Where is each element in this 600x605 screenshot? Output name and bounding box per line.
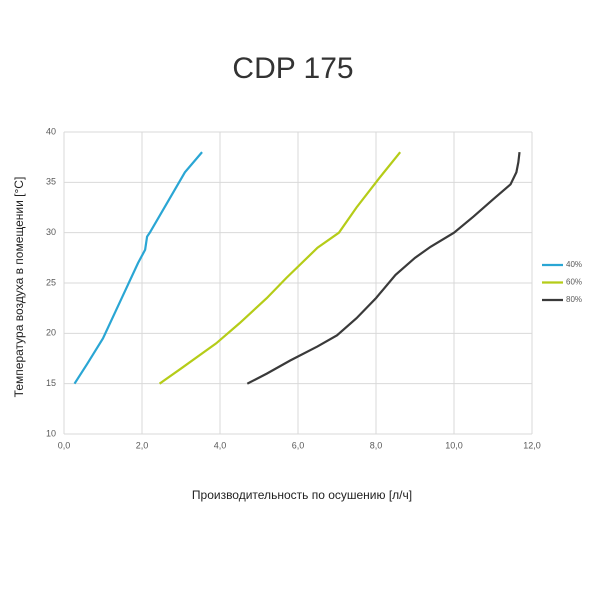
x-tick-label: 10,0 xyxy=(445,440,463,450)
y-tick-label: 30 xyxy=(46,227,56,237)
x-tick-label: 2,0 xyxy=(136,440,149,450)
series-line xyxy=(73,151,203,385)
y-tick-label: 40 xyxy=(46,126,56,136)
y-tick-label: 10 xyxy=(46,428,56,438)
x-tick-label: 4,0 xyxy=(214,440,227,450)
x-tick-label: 6,0 xyxy=(292,440,305,450)
series-line xyxy=(246,152,521,385)
legend-label: 60% xyxy=(566,278,582,287)
y-axis-label: Температура воздуха в помещении [°C] xyxy=(12,177,26,398)
y-tick-label: 25 xyxy=(46,277,56,287)
legend-label: 40% xyxy=(566,260,582,269)
series-line xyxy=(158,151,402,385)
x-tick-label: 12,0 xyxy=(523,440,541,450)
x-tick-label: 8,0 xyxy=(370,440,383,450)
y-tick-label: 20 xyxy=(46,328,56,338)
chart-title: CDP 175 xyxy=(232,52,353,85)
y-tick-label: 35 xyxy=(46,177,56,187)
x-tick-label: 0,0 xyxy=(58,440,71,450)
x-axis-label: Производительность по осушению [л/ч] xyxy=(192,488,412,502)
y-tick-label: 15 xyxy=(46,378,56,388)
legend-label: 80% xyxy=(566,295,582,304)
